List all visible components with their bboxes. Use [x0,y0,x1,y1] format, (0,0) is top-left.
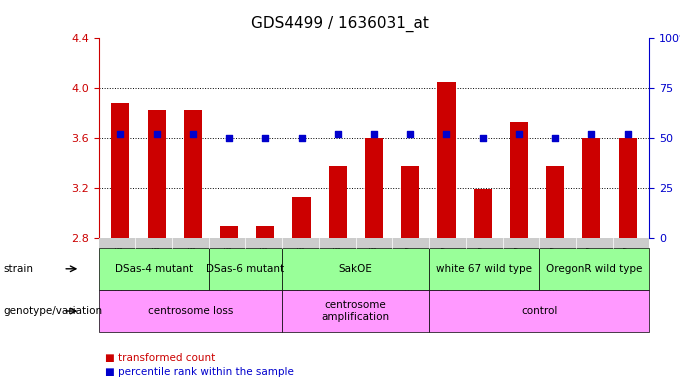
Point [622,131,633,137]
Text: strain: strain [3,264,33,274]
Bar [328,166,347,238]
Bar [582,138,600,238]
Text: centrosome
amplification: centrosome amplification [322,300,390,322]
Point [260,135,271,141]
Bar [112,103,129,238]
Bar [184,109,202,238]
Point [296,135,307,141]
Bar [510,122,528,238]
Bar [148,109,166,238]
Bar [365,138,383,238]
Bar [401,166,420,238]
Point [549,135,560,141]
Text: DSas-6 mutant: DSas-6 mutant [207,264,284,274]
Text: DSas-4 mutant: DSas-4 mutant [115,264,192,274]
Bar [474,189,492,238]
Text: genotype/variation: genotype/variation [3,306,103,316]
Bar [292,197,311,238]
Point [586,131,597,137]
Bar [437,82,456,238]
Point [188,131,199,137]
Point [333,131,343,137]
Point [477,135,488,141]
Point [115,131,126,137]
Text: ■ percentile rank within the sample: ■ percentile rank within the sample [105,367,294,377]
Text: ■ transformed count: ■ transformed count [105,353,216,363]
Text: SakOE: SakOE [339,264,373,274]
Point [224,135,235,141]
Bar [619,138,636,238]
Bar [220,226,238,238]
Point [513,131,524,137]
Bar [256,226,274,238]
Text: control: control [521,306,558,316]
Point [151,131,162,137]
Point [441,131,452,137]
Bar [546,166,564,238]
Text: OregonR wild type: OregonR wild type [546,264,643,274]
Point [405,131,415,137]
Text: centrosome loss: centrosome loss [148,306,233,316]
Point [369,131,379,137]
Text: white 67 wild type: white 67 wild type [436,264,532,274]
Text: GDS4499 / 1636031_at: GDS4499 / 1636031_at [251,15,429,31]
